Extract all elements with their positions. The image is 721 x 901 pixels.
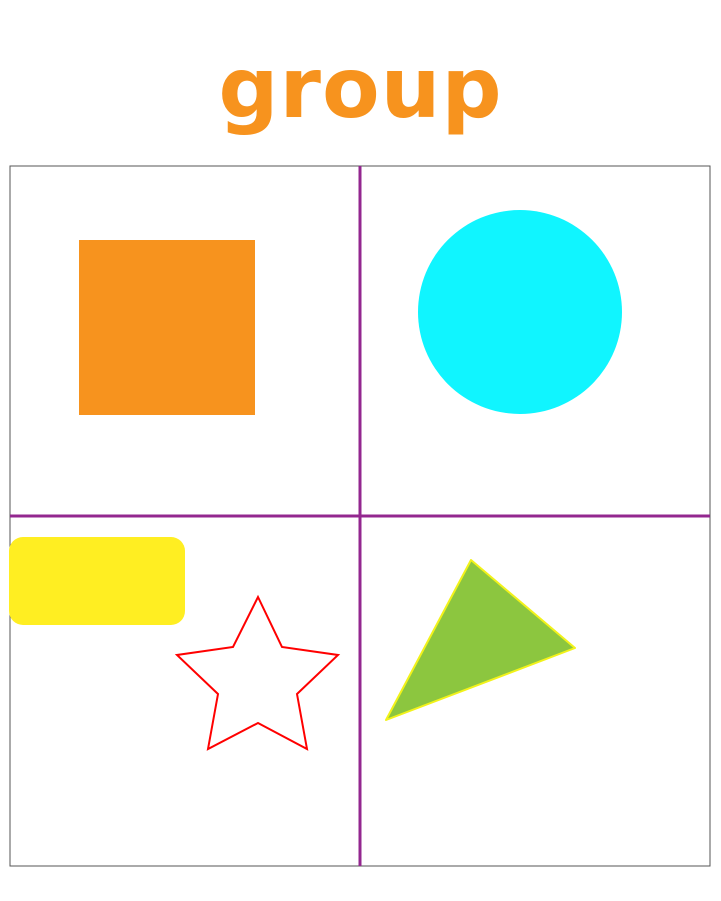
red-star-outline [174, 594, 341, 751]
page-title: group [218, 39, 503, 137]
cyan-circle [418, 210, 622, 414]
orange-square [79, 240, 255, 415]
yellow-rounded-rectangle [9, 537, 185, 625]
green-triangle [385, 559, 576, 721]
